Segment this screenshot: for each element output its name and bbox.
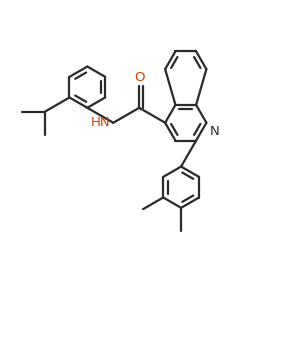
- Text: O: O: [134, 70, 145, 83]
- Text: HN: HN: [91, 116, 111, 129]
- Text: N: N: [210, 125, 220, 138]
